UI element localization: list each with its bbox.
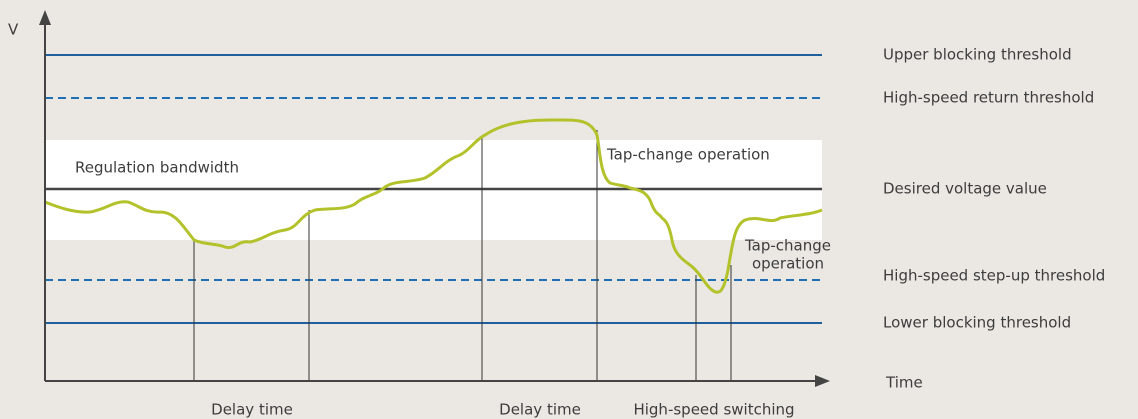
threshold-label: Lower blocking threshold [883,314,1071,332]
voltage-curve [44,118,823,294]
annotation: Tap-change operation [606,146,770,164]
annotation: Tap-change [744,237,831,255]
interval-label: Delay time [499,401,581,419]
threshold-label: High-speed step-up threshold [883,267,1105,285]
y-label: V [8,21,19,39]
threshold-label: Desired voltage value [883,180,1047,198]
threshold-label: Upper blocking threshold [883,46,1072,64]
band-label: Regulation bandwidth [75,159,239,177]
interval-label: Delay time [211,401,293,419]
annotation: operation [752,255,824,273]
interval-markers [193,130,732,381]
x-label: Time [885,374,923,392]
x-arrow [815,375,830,387]
threshold-label: High-speed return threshold [883,89,1094,107]
y-arrow [39,10,51,25]
interval-label: High-speed switching [633,401,794,419]
